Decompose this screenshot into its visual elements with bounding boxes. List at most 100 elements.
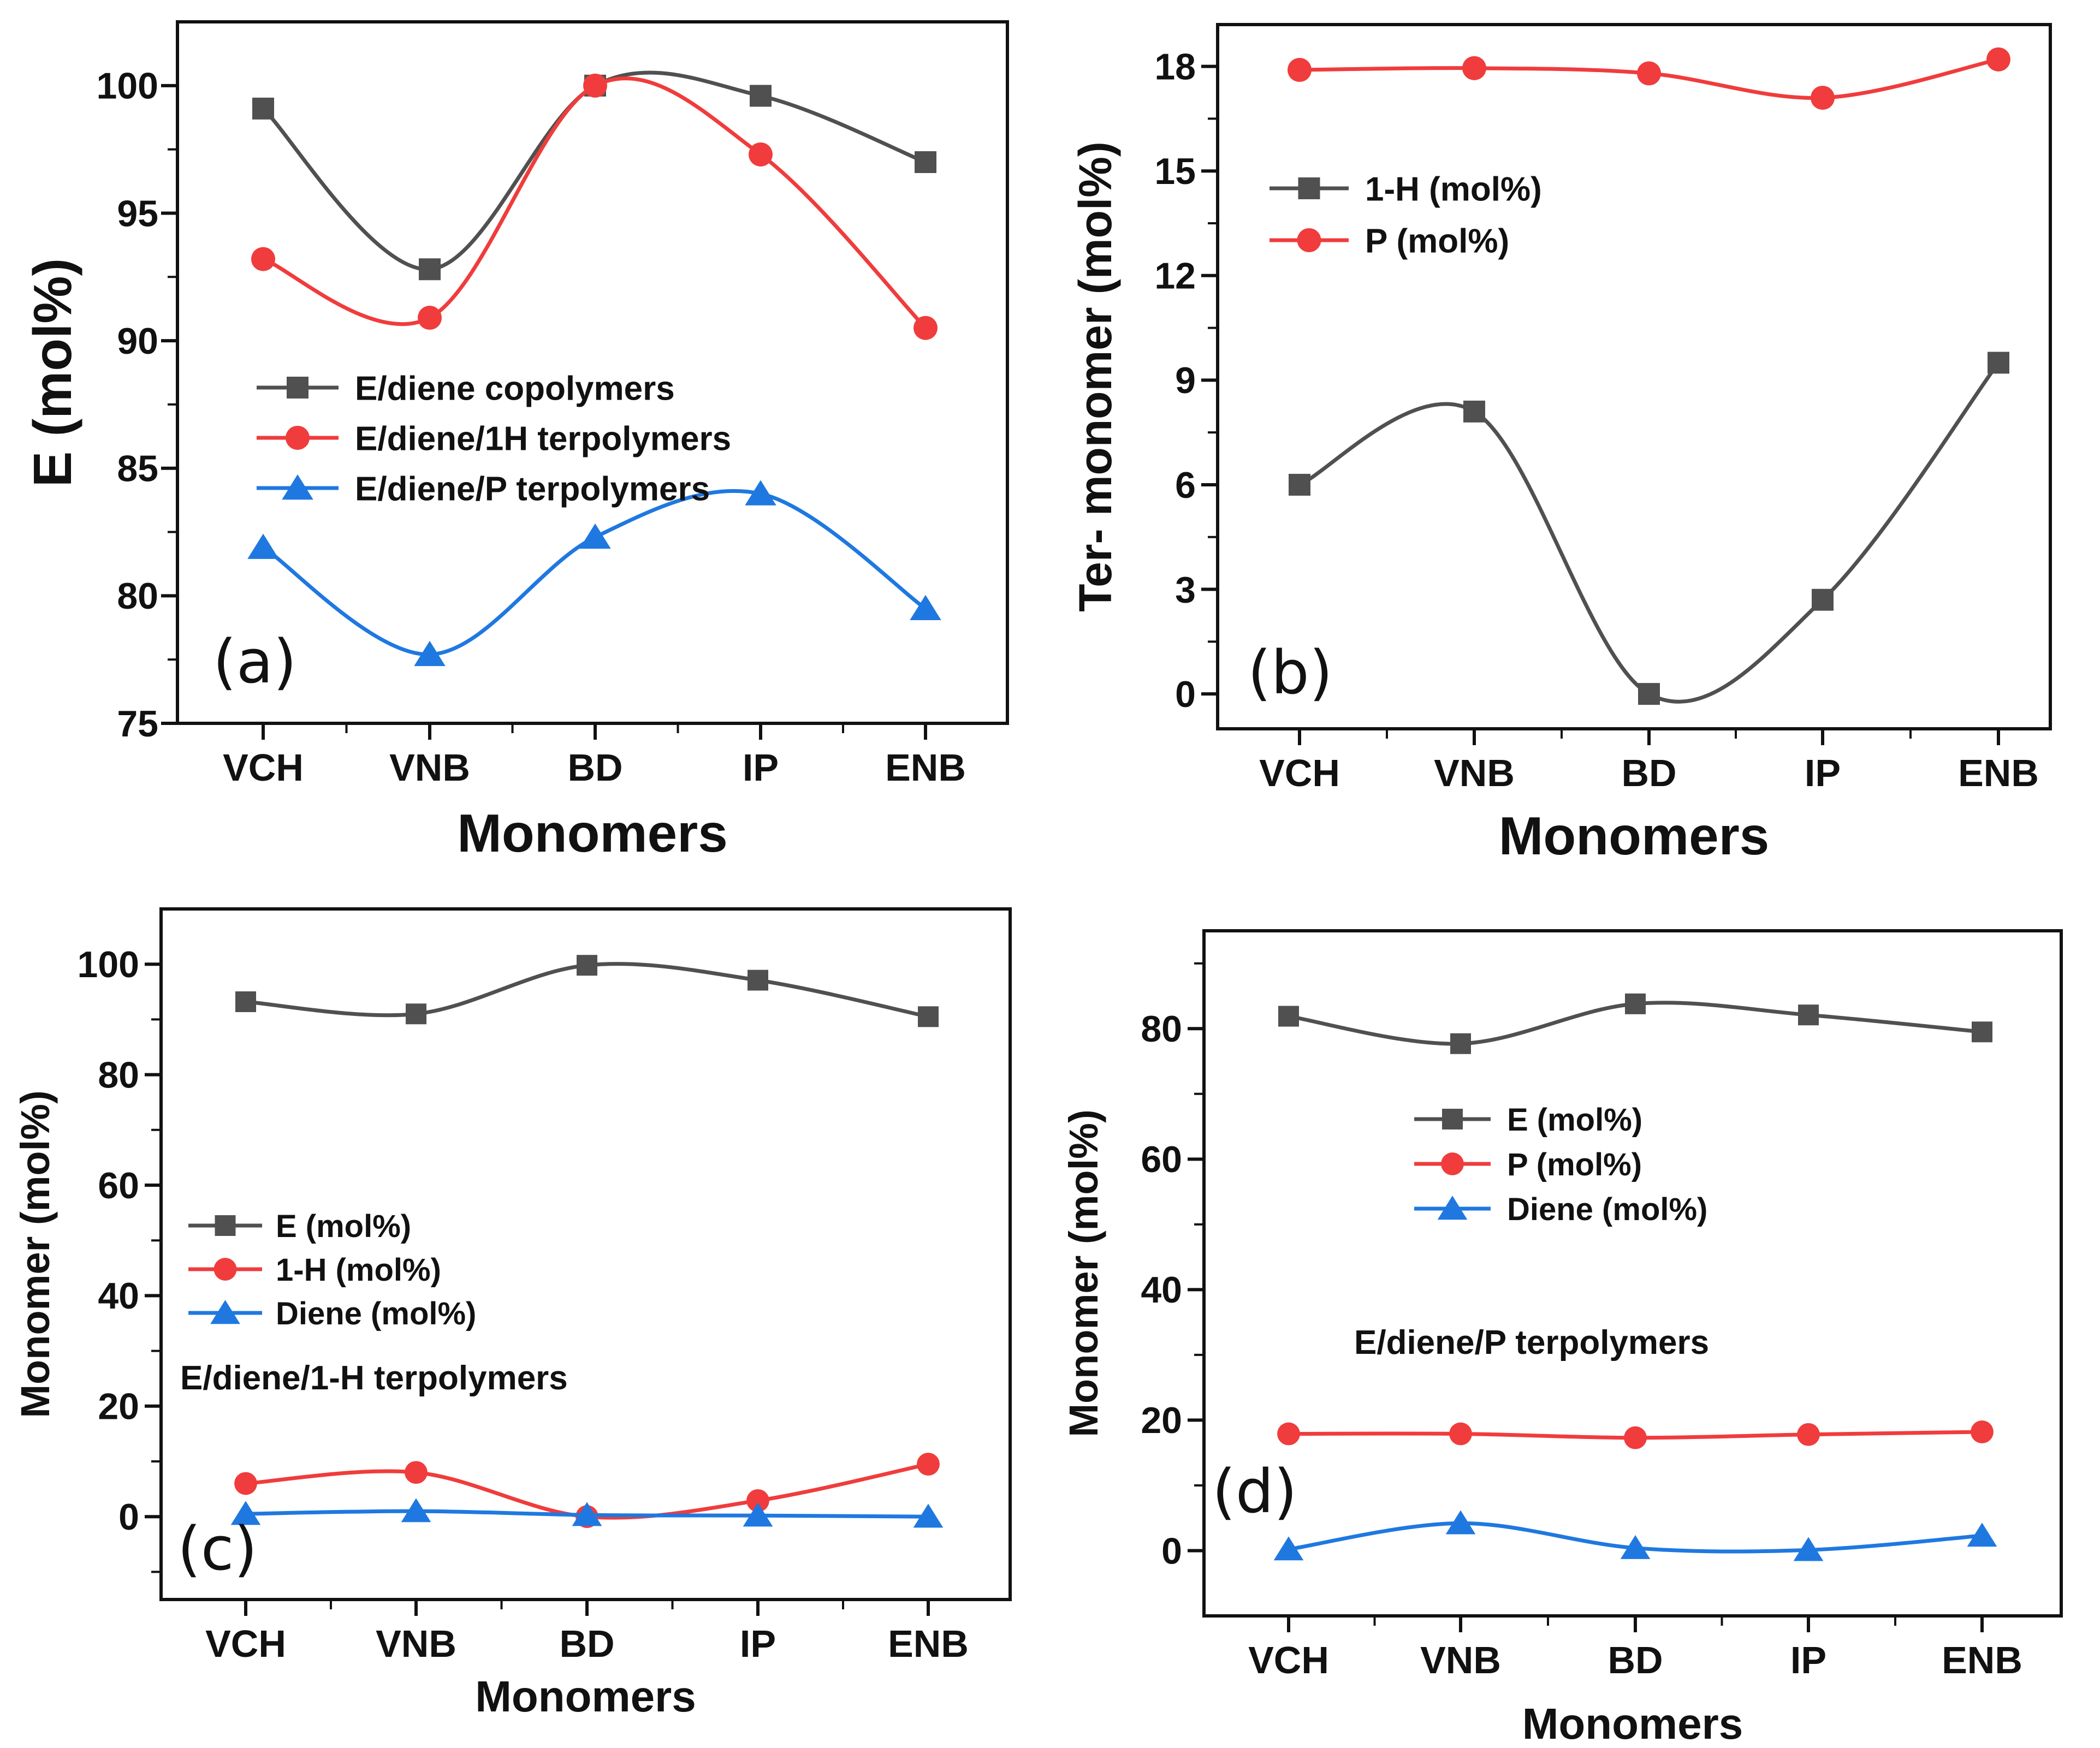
x-category-label: ENB xyxy=(885,746,966,789)
x-category-label: IP xyxy=(740,1622,776,1665)
plot-frame xyxy=(1216,23,2052,730)
plot-frame xyxy=(176,20,1009,725)
legend-marker xyxy=(286,426,310,450)
legend-label: P (mol%) xyxy=(1507,1147,1642,1182)
data-point xyxy=(913,1503,944,1528)
y-tick-label: 20 xyxy=(98,1386,139,1428)
x-category-label: ENB xyxy=(1942,1639,2022,1681)
legend-label: E/diene/P terpolymers xyxy=(355,470,710,508)
y-tick-label: 12 xyxy=(1154,255,1196,297)
x-category-label: VCH xyxy=(205,1622,286,1665)
x-category-label: VNB xyxy=(376,1622,456,1665)
data-point xyxy=(1988,352,2009,374)
chart-panel-d: 0 20 40 60 80 VCH VNB BD IP ENB Monomers Monomer (m… xyxy=(1061,929,2063,1748)
legend-marker xyxy=(1441,1152,1464,1175)
series-line-1 xyxy=(262,76,927,330)
data-point xyxy=(583,73,607,98)
data-point xyxy=(1797,1423,1820,1446)
legend-marker xyxy=(1442,1109,1463,1129)
y-tick-label: 9 xyxy=(1175,360,1196,401)
panel-label: (a) xyxy=(213,627,296,697)
y-axis-title: Monomer (mol%) xyxy=(13,1090,58,1418)
data-point xyxy=(405,1461,428,1484)
data-point xyxy=(749,142,773,167)
data-point xyxy=(1288,58,1312,82)
data-point xyxy=(1277,1422,1300,1446)
y-tick-label: 90 xyxy=(117,320,158,362)
data-point xyxy=(247,533,279,559)
plot-frame xyxy=(1202,929,2063,1618)
x-axis-title: Monomers xyxy=(457,803,728,863)
x-category-label: IP xyxy=(1790,1639,1826,1681)
data-point xyxy=(418,306,442,330)
legend-marker xyxy=(287,377,309,399)
data-point xyxy=(1289,473,1310,496)
panel-annotation: E/diene/P terpolymers xyxy=(1354,1324,1709,1361)
data-point xyxy=(1462,56,1486,80)
x-category-label: BD xyxy=(1607,1639,1663,1681)
legend-label: E/diene copolymers xyxy=(355,370,675,407)
data-point xyxy=(1986,47,2010,72)
data-point xyxy=(1811,86,1835,110)
legend-marker xyxy=(1298,177,1320,199)
data-point xyxy=(414,640,446,667)
legend-marker xyxy=(213,1258,237,1281)
data-point xyxy=(401,1498,431,1523)
chart-panel-b: 0 3 6 9 12 15 18 VCH VNB BD IP ENB Monomers Ter- mono… xyxy=(1070,23,2052,866)
y-tick-label: 15 xyxy=(1154,151,1196,192)
data-point xyxy=(1971,1420,1994,1443)
data-point xyxy=(1798,1004,1819,1026)
y-tick-label: 80 xyxy=(1141,1008,1182,1050)
data-point xyxy=(251,247,275,271)
y-tick-label: 0 xyxy=(1161,1530,1182,1572)
y-axis-title: Ter- monomer (mol%) xyxy=(1070,141,1121,612)
x-category-label: VNB xyxy=(389,746,470,789)
x-category-label: IP xyxy=(743,746,779,789)
legend-label: E (mol%) xyxy=(276,1209,411,1244)
y-tick-label: 3 xyxy=(1175,569,1196,610)
chart-panel-c: 0 20 40 60 80 100 VCH VNB BD IP ENB Monomers Monomer… xyxy=(13,907,1012,1721)
data-point xyxy=(750,85,772,107)
data-point xyxy=(1638,683,1660,705)
series-line-0 xyxy=(1298,361,2000,704)
y-tick-label: 80 xyxy=(117,575,158,617)
legend-label: E/diene/1H terpolymers xyxy=(355,420,731,457)
legend-marker xyxy=(1297,228,1321,252)
y-tick-label: 18 xyxy=(1154,46,1196,87)
legend-marker xyxy=(215,1215,236,1236)
y-axis-title: Monomer (mol%) xyxy=(1061,1109,1106,1437)
y-axis-title: E (mol%) xyxy=(22,258,82,487)
data-point xyxy=(913,316,938,340)
y-tick-label: 20 xyxy=(1141,1400,1182,1441)
x-category-label: BD xyxy=(1621,752,1676,794)
data-point xyxy=(1463,400,1485,423)
x-axis-title: Monomers xyxy=(1499,806,1770,866)
legend-marker xyxy=(282,474,313,500)
legend-label: Diene (mol%) xyxy=(1507,1192,1707,1227)
y-tick-label: 100 xyxy=(97,66,158,107)
x-category-label: VNB xyxy=(1420,1639,1501,1681)
data-point xyxy=(1445,1510,1476,1535)
y-tick-label: 40 xyxy=(98,1275,139,1317)
series-line-2 xyxy=(262,489,927,657)
data-point xyxy=(743,1502,773,1527)
data-point xyxy=(252,97,274,120)
data-point xyxy=(918,1006,939,1027)
y-tick-label: 95 xyxy=(117,193,158,234)
data-point xyxy=(1812,588,1834,611)
data-point xyxy=(910,594,941,620)
y-tick-label: 100 xyxy=(78,944,139,985)
x-category-label: BD xyxy=(567,746,622,789)
data-point xyxy=(1620,1535,1651,1559)
chart-panel-a: 75 80 85 90 95 100 VCH VNB BD IP ENB Monomers E (mol… xyxy=(22,20,1009,863)
legend-label: Diene (mol%) xyxy=(276,1296,476,1331)
data-point xyxy=(419,258,441,281)
data-point xyxy=(235,991,256,1013)
panel-label: (b) xyxy=(1248,638,1333,707)
panel-annotation: E/diene/1-H terpolymers xyxy=(180,1359,568,1397)
x-category-label: VNB xyxy=(1434,752,1515,794)
data-point xyxy=(1273,1536,1304,1561)
data-point xyxy=(230,1501,261,1525)
y-tick-label: 75 xyxy=(117,703,158,745)
